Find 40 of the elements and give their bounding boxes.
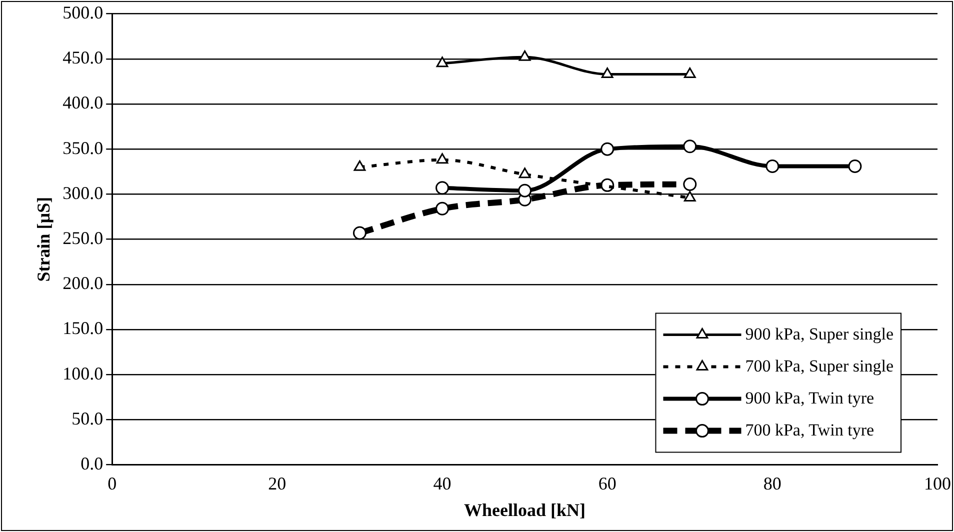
- point: [352, 226, 366, 240]
- point: [518, 50, 531, 61]
- y-tick-label: 250.0: [62, 228, 104, 248]
- x-tick-label: 20: [268, 473, 286, 494]
- y-tick-label: 150.0: [62, 318, 104, 338]
- point: [683, 178, 697, 192]
- point: [601, 67, 614, 78]
- point: [684, 67, 696, 78]
- y-tick-label: 200.0: [62, 273, 104, 294]
- point: [518, 168, 531, 178]
- y-axis-title: Strain [µS]: [33, 196, 54, 282]
- y-tick-label: 450.0: [62, 48, 104, 68]
- y-tick-label: 0.0: [80, 454, 104, 474]
- legend-label: 900 kPa, Twin tyre: [745, 388, 874, 408]
- legend-label: 700 kPa, Twin tyre: [745, 420, 874, 440]
- x-tick-label: 40: [433, 473, 452, 494]
- y-tick-label: 350.0: [62, 138, 104, 158]
- legend-label: 700 kPa, Super single: [745, 356, 894, 376]
- x-tick-label: 60: [598, 473, 616, 494]
- x-axis-title: Wheelload [kN]: [464, 500, 586, 520]
- point: [436, 56, 448, 68]
- y-tick-label: 100.0: [62, 363, 104, 384]
- y-tick-label: 50.0: [72, 408, 104, 428]
- point: [436, 181, 450, 195]
- y-tick-label: 400.0: [62, 92, 104, 113]
- point: [436, 202, 450, 216]
- point: [518, 184, 532, 198]
- x-tick-label: 80: [763, 473, 782, 494]
- point: [354, 160, 366, 171]
- x-tick-label: 100: [924, 473, 951, 494]
- x-tick-label: 0: [108, 473, 117, 494]
- legend-label: 900 kPa, Super single: [745, 324, 894, 344]
- point: [848, 159, 862, 173]
- point: [600, 142, 614, 156]
- y-tick-label: 300.0: [62, 182, 104, 203]
- point: [436, 153, 448, 164]
- point: [766, 159, 780, 173]
- point: [683, 140, 697, 154]
- y-tick-label: 500.0: [62, 2, 104, 23]
- point: [684, 191, 696, 202]
